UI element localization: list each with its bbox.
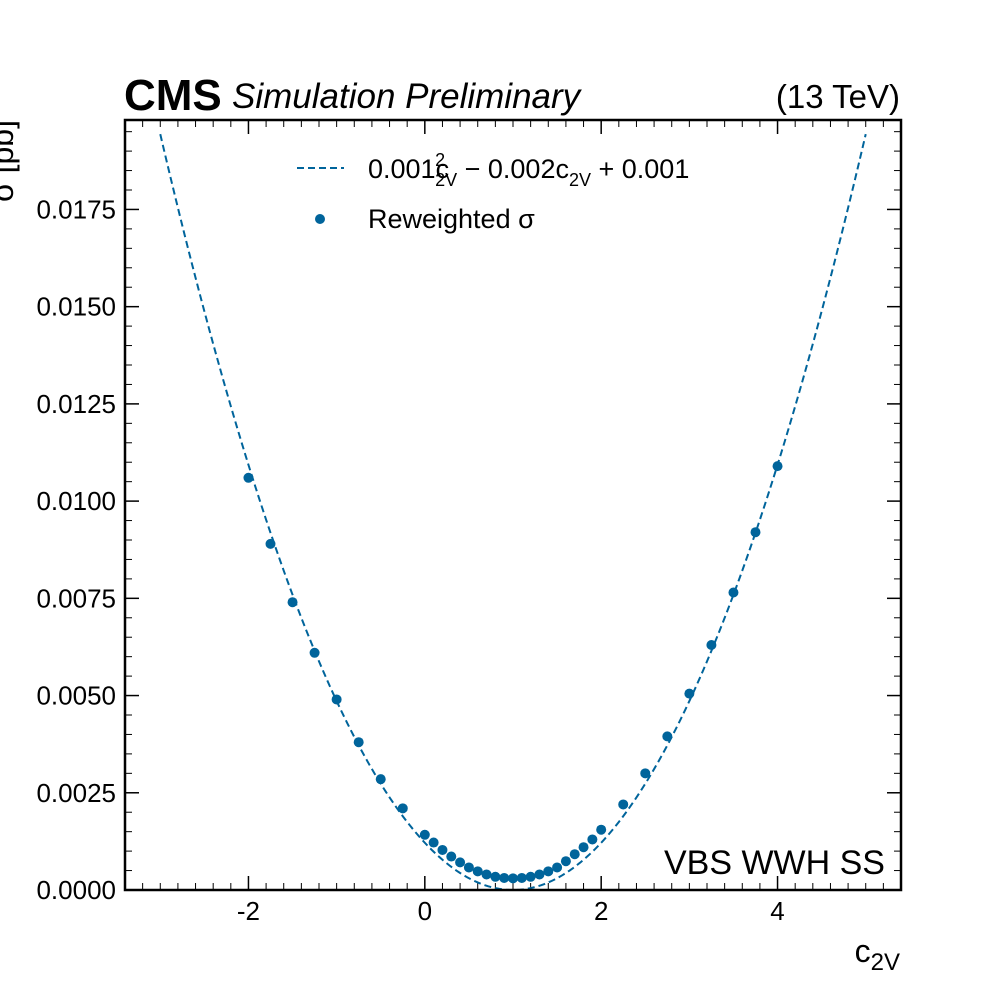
data-point bbox=[243, 472, 254, 483]
legend-point-marker bbox=[315, 214, 325, 224]
data-point bbox=[499, 872, 510, 883]
data-point bbox=[706, 640, 717, 650]
data-point bbox=[265, 538, 276, 549]
data-point bbox=[552, 862, 563, 873]
data-point bbox=[578, 842, 589, 853]
y-tick-label: 0.0075 bbox=[36, 583, 116, 613]
x-tick-label: 2 bbox=[594, 896, 608, 926]
data-point bbox=[397, 803, 408, 814]
y-tick-label: 0.0125 bbox=[36, 389, 116, 419]
x-tick-label: 4 bbox=[770, 896, 784, 926]
channel-annotation: VBS WWH SS bbox=[664, 844, 885, 882]
data-point bbox=[750, 527, 761, 538]
legend: 0.001c2 2V − 0.002c2V + 0.001 Reweighted … bbox=[297, 150, 689, 234]
data-point bbox=[728, 587, 739, 598]
legend-fit-label: 0.001c2 2V − 0.002c2V + 0.001 bbox=[368, 150, 689, 190]
data-point bbox=[640, 768, 651, 779]
data-point bbox=[353, 737, 364, 748]
data-point bbox=[428, 837, 439, 848]
x-tick-label: 0 bbox=[418, 896, 432, 926]
data-point bbox=[525, 871, 536, 882]
plot-frame bbox=[123, 118, 903, 892]
data-point bbox=[490, 871, 501, 882]
data-point bbox=[534, 869, 545, 880]
data-point bbox=[618, 799, 629, 810]
y-axis-label: σ [pb] bbox=[0, 120, 20, 202]
y-tick-label: 0.0175 bbox=[36, 194, 116, 224]
legend-points-label: Reweighted σ bbox=[368, 204, 535, 234]
y-tick-label: 0.0050 bbox=[36, 681, 116, 711]
data-point bbox=[446, 851, 457, 862]
data-point bbox=[463, 862, 474, 873]
data-point bbox=[560, 856, 571, 867]
fit-curve bbox=[159, 133, 867, 892]
energy-label: (13 TeV) bbox=[776, 78, 900, 115]
y-tick-label: 0.0000 bbox=[36, 875, 116, 905]
data-point bbox=[684, 688, 695, 699]
cms-label: CMS bbox=[124, 71, 222, 120]
y-tick-label: 0.0100 bbox=[36, 486, 116, 516]
x-axis-label: c2V bbox=[855, 933, 900, 976]
axis-ticks bbox=[124, 120, 901, 891]
tick-labels: -2 0 2 4 0.0000 0.0025 0.0050 0.0075 0.0100 0.012… bbox=[36, 194, 784, 926]
simulation-label: Simulation Preliminary bbox=[232, 77, 583, 116]
data-point bbox=[472, 866, 483, 877]
y-tick-label: 0.0025 bbox=[36, 778, 116, 808]
data-points bbox=[243, 461, 783, 884]
data-point bbox=[596, 824, 607, 835]
y-tick-label: 0.0150 bbox=[36, 292, 116, 322]
data-point bbox=[662, 731, 673, 742]
x-tick-label: -2 bbox=[237, 896, 260, 926]
data-point bbox=[287, 597, 298, 608]
data-point bbox=[437, 844, 448, 855]
data-point bbox=[772, 461, 783, 472]
data-point bbox=[419, 829, 430, 840]
data-point bbox=[508, 873, 518, 884]
data-point bbox=[569, 849, 580, 860]
data-point bbox=[309, 647, 320, 658]
data-point bbox=[543, 866, 554, 877]
data-point bbox=[455, 857, 466, 868]
data-point bbox=[481, 869, 492, 880]
data-point bbox=[375, 774, 386, 785]
data-point bbox=[587, 834, 598, 845]
data-point bbox=[516, 872, 527, 883]
data-point bbox=[331, 694, 342, 705]
